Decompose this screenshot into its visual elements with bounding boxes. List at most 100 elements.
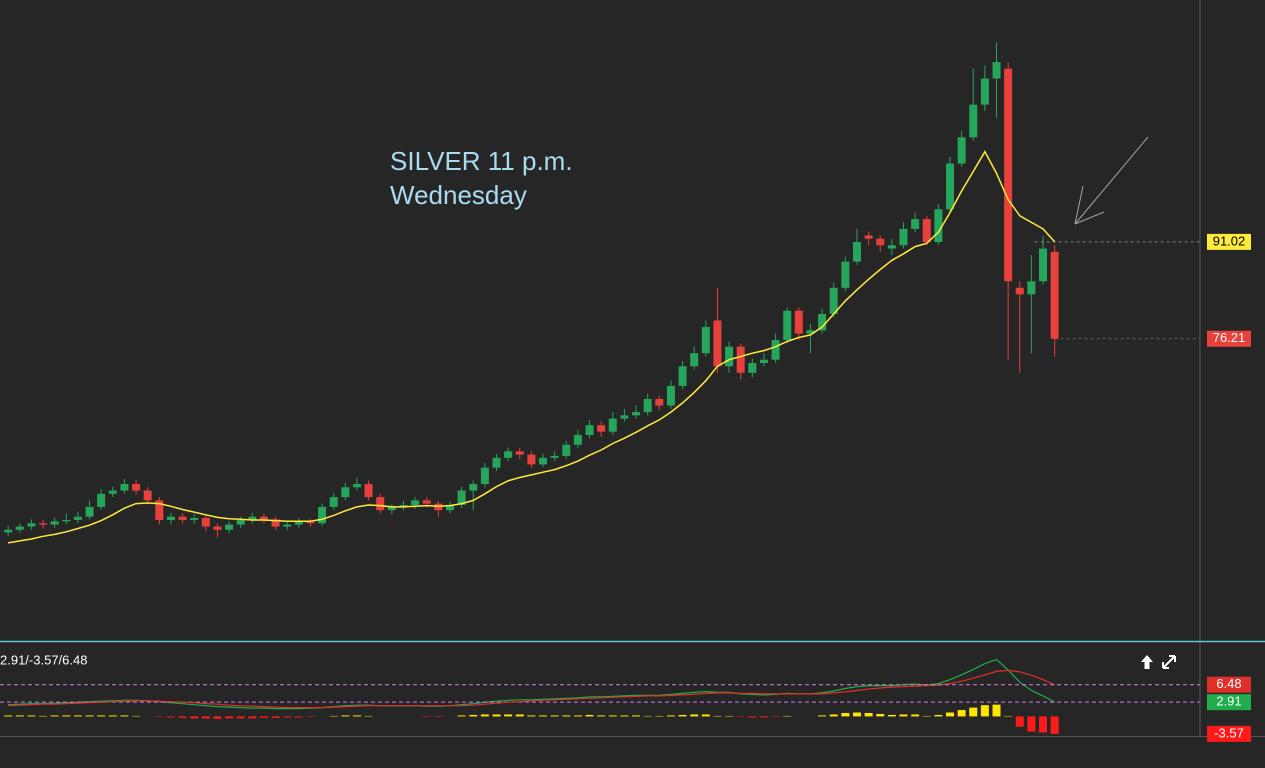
candle-body <box>527 454 536 465</box>
annotation-arrow <box>1074 136 1149 225</box>
candle-body <box>725 346 734 367</box>
candle-body <box>97 493 106 507</box>
histogram-bar <box>1050 716 1059 734</box>
candle-body <box>620 415 629 419</box>
candle-body <box>62 519 71 522</box>
histogram-bar <box>248 716 257 719</box>
histogram-bar <box>73 715 82 717</box>
candle-body <box>15 526 24 530</box>
candle-body <box>876 238 885 246</box>
histogram-bar <box>852 712 861 717</box>
candle-body <box>329 497 338 507</box>
histogram-bar <box>690 714 699 717</box>
candle-body <box>213 526 222 530</box>
candle-body <box>980 78 989 105</box>
histogram-bar <box>550 715 559 717</box>
candle-body <box>957 137 966 164</box>
value-badge <box>1207 694 1251 711</box>
candle-body <box>364 484 373 498</box>
histogram-bar <box>97 715 106 717</box>
histogram-bar <box>841 712 850 717</box>
histogram-bar <box>457 715 466 717</box>
candle-body <box>597 425 606 432</box>
value-badge-label: 2.91 <box>1216 694 1241 709</box>
indicator-label: 2.91/-3.57/6.48 <box>0 652 87 667</box>
candle-body <box>178 516 187 520</box>
candle-body <box>841 261 850 288</box>
candle-body <box>492 457 501 468</box>
histogram-bar <box>527 715 536 717</box>
histogram-bar <box>980 705 989 717</box>
histogram-bar <box>934 714 943 717</box>
histogram-bar <box>585 714 594 717</box>
histogram-bar <box>469 714 478 717</box>
arrow-head <box>1074 211 1105 225</box>
candle-body <box>852 242 861 262</box>
candle-body <box>248 516 257 520</box>
histogram-bar <box>946 712 954 717</box>
histogram-bar <box>108 715 117 717</box>
candle-body <box>759 359 768 364</box>
candle-body <box>283 524 292 527</box>
candle-body <box>818 313 827 331</box>
histogram-bar <box>259 716 268 718</box>
histogram-bar <box>85 715 94 717</box>
candle-body <box>899 228 908 246</box>
value-badge <box>1207 676 1251 693</box>
candle-body <box>783 310 792 341</box>
value-badge <box>1207 330 1251 347</box>
histogram-bar <box>492 714 501 717</box>
candle-body <box>376 497 385 511</box>
candle-body <box>352 484 361 488</box>
candle-body <box>736 346 745 373</box>
histogram-bar <box>864 712 873 717</box>
candle-body <box>108 490 117 494</box>
candle-body <box>166 516 175 520</box>
candle-body <box>701 327 710 354</box>
histogram-bar <box>27 715 36 717</box>
candle-body <box>1027 281 1036 295</box>
candle-body <box>457 490 466 505</box>
candle-body <box>480 467 489 485</box>
candle-body <box>608 418 617 432</box>
candle-body <box>550 455 559 458</box>
candle-body <box>573 434 582 445</box>
candle-body <box>829 287 838 314</box>
candle-body <box>585 425 594 435</box>
value-badge-label: 91.02 <box>1213 233 1246 248</box>
candle-body <box>806 330 815 334</box>
value-badge-label: 6.48 <box>1216 676 1241 691</box>
histogram-bar <box>539 715 548 717</box>
candle-body <box>713 320 722 367</box>
histogram-bar <box>887 714 896 717</box>
histogram-bar <box>236 716 245 719</box>
value-badge-label: -3.57 <box>1214 725 1244 740</box>
candle-body <box>306 521 315 524</box>
histogram-bar <box>562 715 571 717</box>
candle-body <box>50 521 59 525</box>
candle-body <box>259 516 268 520</box>
candle-body <box>27 523 36 527</box>
candle-body <box>469 484 478 491</box>
move-up-icon[interactable] <box>1141 655 1153 669</box>
candle-body <box>4 529 13 533</box>
histogram-bar <box>190 716 199 719</box>
annotation: SILVER 11 p.m. <box>390 146 573 176</box>
candle-body <box>690 353 699 367</box>
candle-body <box>666 385 675 406</box>
histogram-bar <box>957 710 966 717</box>
histogram-bar <box>608 715 617 717</box>
candle-body <box>411 500 420 505</box>
indicator-line <box>8 669 1055 709</box>
maximize-icon[interactable] <box>1162 655 1176 669</box>
candle-body <box>190 518 199 520</box>
candle-body <box>911 219 920 229</box>
histogram-bar <box>225 716 234 719</box>
histogram-bar <box>1015 716 1024 727</box>
histogram-bar <box>178 716 187 718</box>
histogram-bar <box>748 716 757 718</box>
histogram-bar <box>829 714 838 717</box>
histogram-bar <box>352 715 361 717</box>
